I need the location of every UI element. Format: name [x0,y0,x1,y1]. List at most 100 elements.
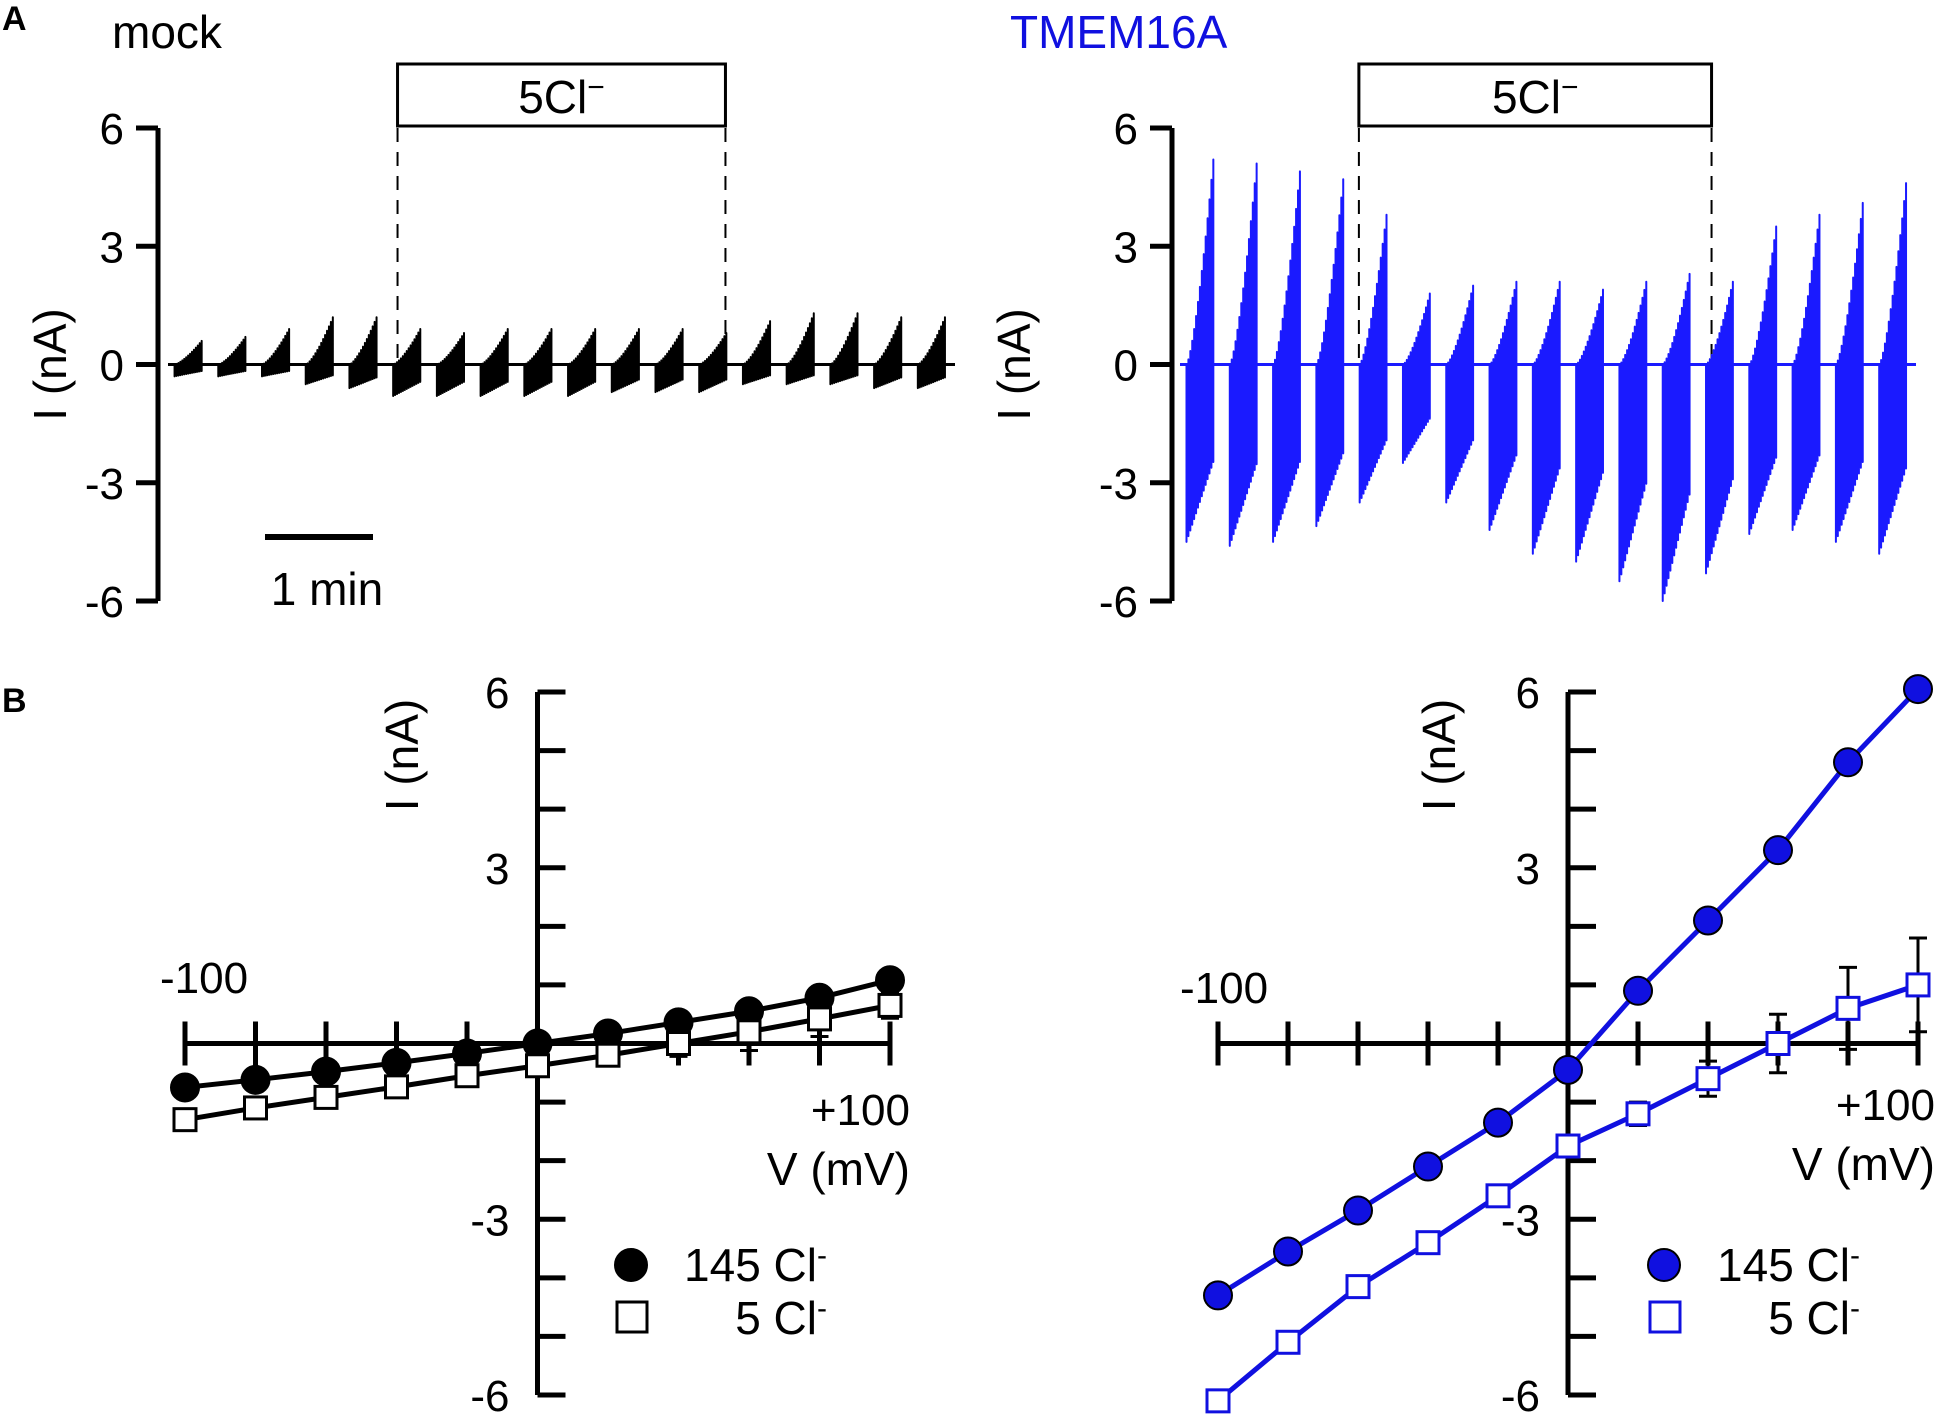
y-tick-label: 0 [1114,342,1138,391]
y-tick-label: -3 [85,460,124,509]
solution-bar [1357,62,1714,128]
x-tick-label-neg: -100 [160,954,248,1003]
ramp-sweep [304,316,334,386]
y-axis-label: I (nA) [1413,699,1465,811]
ramp-sweep [1228,162,1258,547]
data-point-145cl [875,965,905,996]
ramp-sweep [1791,213,1821,532]
ramp-sweep [1315,178,1345,528]
data-point-145cl [170,1072,200,1103]
ramp-sweep [1618,280,1648,583]
ramp-sweep [348,316,378,390]
data-point-5cl [1415,1230,1441,1256]
data-point-5cl [1905,972,1931,998]
legend-label: 5 Cl- [1768,1292,1860,1344]
data-point-145cl [1763,835,1793,866]
trace-title: TMEM16A [1010,6,1228,58]
y-tick-label: 6 [485,669,509,718]
data-point-5cl [1765,1031,1791,1056]
y-axis-label: I (nA) [988,308,1040,420]
ramp-sweep [654,328,684,394]
y-tick-label: 3 [1114,223,1138,272]
y-tick-label: 3 [1516,845,1540,894]
data-point-145cl [381,1047,412,1078]
y-tick-label: -6 [1099,578,1138,627]
data-point-145cl [1413,1151,1443,1182]
ramp-sweep [1575,288,1604,563]
y-tick-label: 0 [100,342,124,391]
solution-bar-label: 5Cl− [518,71,605,123]
legend-marker-5cl [1648,1300,1682,1334]
y-tick-label: -3 [470,1196,509,1245]
data-point-145cl [1553,1054,1583,1085]
panel-letter-b: B [2,682,27,720]
data-point-5cl [1625,1101,1651,1127]
data-point-145cl [1693,905,1723,936]
ramp-sweep [1834,201,1864,543]
data-point-5cl [1205,1388,1231,1414]
ramp-sweep [1705,280,1734,575]
ramp-sweep [1401,292,1431,465]
data-point-145cl [1273,1236,1303,1267]
legend-marker-145cl [614,1248,648,1282]
data-point-5cl [736,1019,762,1045]
ramp-sweep [1488,280,1518,532]
y-axis-label: I (nA) [24,308,76,420]
ramp-sweep [479,328,509,398]
ramp-sweep [261,328,291,378]
ramp-sweep [1878,182,1908,555]
x-tick-label-pos: +100 [1836,1081,1935,1130]
ramp-sweep [785,312,815,386]
ramp-sweep [217,335,247,378]
y-tick-label: -3 [1099,460,1138,509]
solution-bar [396,62,727,128]
data-point-145cl [1833,747,1863,778]
data-point-145cl [1343,1195,1373,1226]
data-point-145cl [311,1056,341,1087]
data-point-5cl [666,1031,691,1056]
data-point-5cl [1695,1066,1721,1092]
legend-marker-145cl [1647,1248,1681,1282]
y-tick-label: -6 [470,1372,509,1420]
x-axis-label: V (mV) [767,1143,910,1195]
ramp-sweep [1272,170,1301,543]
ramp-sweep [435,331,465,398]
data-point-145cl [1623,975,1653,1006]
current-trace-tmem16a: TMEM16A 6 3 0 -3 -6 I (nA) 5Cl− [988,6,1916,627]
ramp-sweep [523,328,553,398]
data-point-5cl [1345,1274,1371,1300]
x-tick-label-pos: +100 [811,1086,910,1135]
data-point-5cl [384,1074,409,1100]
ramp-sweep [873,316,903,390]
solution-bar-label: 5Cl− [1492,71,1579,123]
data-point-145cl [1483,1107,1513,1138]
ramp-sweep [1445,284,1475,504]
ramp-sweep [1185,158,1215,543]
data-point-145cl [1903,674,1933,705]
data-point-5cl [243,1095,268,1121]
current-trace-mock: mock 6 3 0 -3 -6 I (nA) 5Cl− 1 min [24,6,955,627]
data-point-5cl [877,992,903,1018]
legend-label: 145 Cl- [1717,1239,1860,1291]
panel-letter-a: A [2,0,27,38]
data-point-145cl [1203,1280,1233,1311]
ramp-sweep [567,328,597,398]
ramp-sweep [610,328,640,394]
y-axis-label: I (nA) [376,699,428,811]
data-point-5cl [1555,1133,1581,1159]
y-tick-label: -6 [85,578,124,627]
legend-label: 5 Cl- [735,1292,827,1344]
data-point-5cl [454,1063,480,1089]
y-tick-label: 3 [485,845,509,894]
ramp-sweep [698,331,728,394]
legend-label: 145 Cl- [684,1239,827,1291]
data-point-5cl [595,1042,621,1068]
time-scale-label: 1 min [271,563,383,615]
trace-title: mock [112,6,223,58]
ramp-sweep [1748,225,1778,535]
data-point-5cl [1275,1329,1301,1355]
y-tick-label: 3 [100,223,124,272]
y-tick-label: 6 [1516,669,1540,718]
